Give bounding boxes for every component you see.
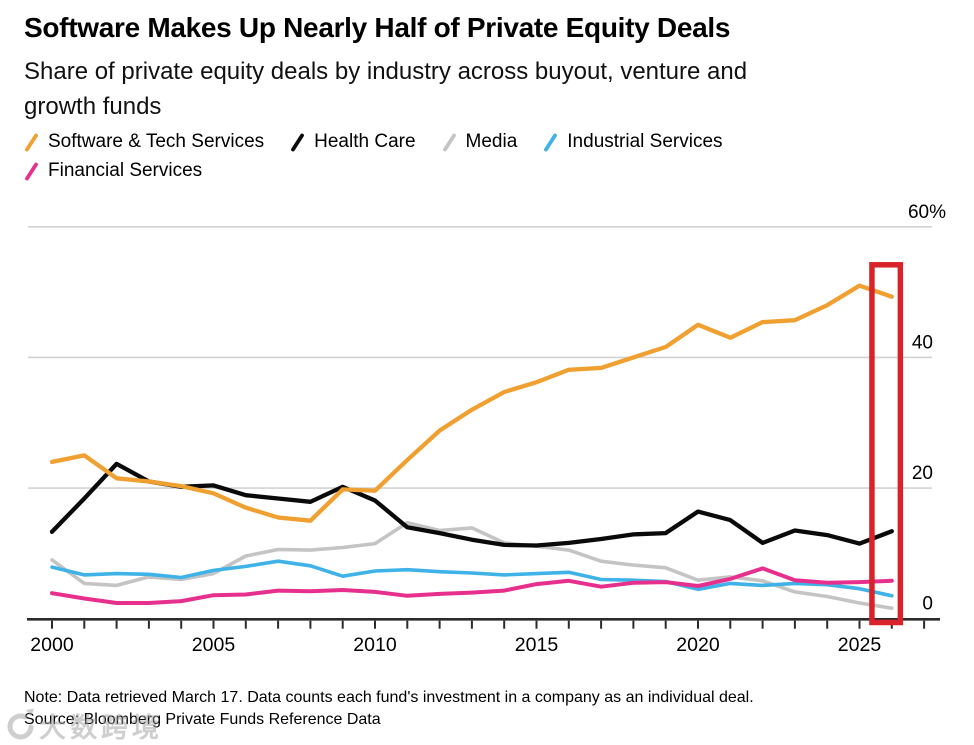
y-axis-label: 40 <box>912 332 933 353</box>
series-line <box>49 461 894 548</box>
legend-item-label: Industrial Services <box>567 131 723 152</box>
legend-swatch-icon <box>544 133 558 151</box>
legend-item: Media <box>442 131 518 153</box>
series-line <box>50 559 894 598</box>
legend-item: Financial Services <box>24 160 202 182</box>
legend-item: Software & Tech Services <box>24 131 264 153</box>
legend-swatch-icon <box>442 133 456 151</box>
y-axis-label: 0 <box>922 594 933 615</box>
page-subtitle: Share of private equity deals by industr… <box>24 58 748 120</box>
series-line <box>49 283 894 523</box>
y-axis-label: 20 <box>912 463 933 484</box>
legend-item: Health Care <box>290 131 416 153</box>
x-axis-label: 2015 <box>515 634 559 656</box>
legend-swatch-icon <box>25 162 38 180</box>
page-title: Software Makes Up Nearly Half of Private… <box>24 12 731 43</box>
series-line <box>50 520 894 611</box>
legend: Software & Tech Services Health Care Media… <box>24 131 834 182</box>
x-axis-label: 2005 <box>192 634 236 656</box>
legend-item-label: Health Care <box>314 131 416 152</box>
legend-swatch-icon <box>25 133 38 151</box>
series-line <box>50 566 894 605</box>
source-text: Source: Bloomberg Private Funds Referenc… <box>24 711 381 728</box>
legend-item-label: Media <box>465 131 518 152</box>
legend-item-label: Financial Services <box>48 160 203 181</box>
legend-swatch-icon <box>291 133 305 151</box>
highlight-box <box>869 262 904 626</box>
legend-item: Industrial Services <box>543 131 723 153</box>
x-axis-label: 2025 <box>838 634 882 656</box>
x-axis-label: 2000 <box>30 634 74 656</box>
note-text: Note: Data retrieved March 17. Data coun… <box>24 689 754 706</box>
legend-item-label: Software & Tech Services <box>48 131 265 152</box>
y-axis-label: 60% <box>908 202 946 223</box>
x-axis-label: 2010 <box>353 634 397 656</box>
x-axis-label: 2020 <box>676 634 720 656</box>
